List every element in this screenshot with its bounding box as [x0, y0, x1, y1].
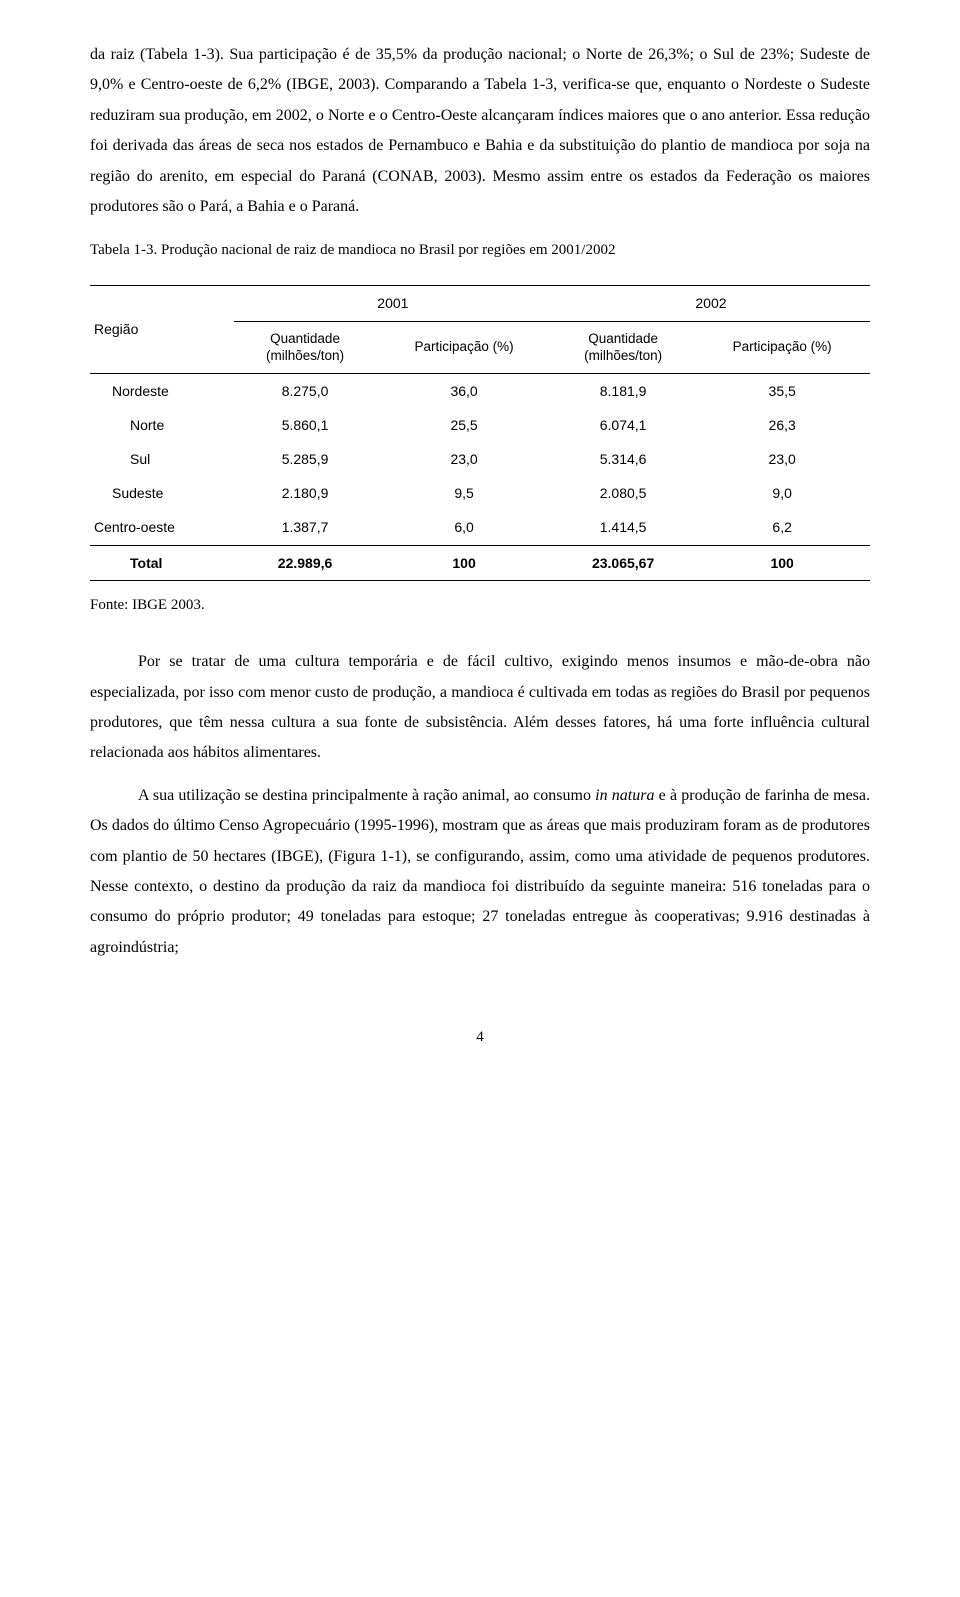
cell-q2-total: 23.065,67: [552, 545, 694, 580]
cell-q2: 1.414,5: [552, 510, 694, 545]
cell-regiao-total: Total: [90, 545, 234, 580]
table-row-total: Total 22.989,6 100 23.065,67 100: [90, 545, 870, 580]
table-caption: Tabela 1-3. Produção nacional de raiz de…: [90, 240, 870, 261]
cell-p2: 35,5: [694, 373, 870, 408]
cell-q2: 5.314,6: [552, 442, 694, 476]
cell-regiao: Norte: [90, 408, 234, 442]
col-header-qty-2002: Quantidade(milhões/ton): [552, 321, 694, 373]
body-paragraph-2: Por se tratar de uma cultura temporária …: [90, 647, 870, 769]
cell-p2-total: 100: [694, 545, 870, 580]
col-header-regiao: Região: [90, 286, 234, 373]
cell-q1: 5.860,1: [234, 408, 376, 442]
cell-regiao: Sudeste: [90, 476, 234, 510]
page-number: 4: [90, 1023, 870, 1052]
cell-p2: 26,3: [694, 408, 870, 442]
cell-q1: 8.275,0: [234, 373, 376, 408]
col-header-qty-2001: Quantidade(milhões/ton): [234, 321, 376, 373]
cell-p1: 25,5: [376, 408, 552, 442]
col-header-part-2002: Participação (%): [694, 321, 870, 373]
table-source: Fonte: IBGE 2003.: [90, 591, 870, 620]
cell-q1: 5.285,9: [234, 442, 376, 476]
production-table-wrapper: Região 2001 2002 Quantidade(milhões/ton)…: [90, 285, 870, 580]
cell-p2: 6,2: [694, 510, 870, 545]
cell-q1: 2.180,9: [234, 476, 376, 510]
cell-p1: 36,0: [376, 373, 552, 408]
table-row: Norte5.860,125,56.074,126,3: [90, 408, 870, 442]
cell-q1-total: 22.989,6: [234, 545, 376, 580]
cell-p1-total: 100: [376, 545, 552, 580]
table-row: Centro-oeste1.387,76,01.414,56,2: [90, 510, 870, 545]
cell-p2: 23,0: [694, 442, 870, 476]
table-row: Sudeste2.180,99,52.080,59,0: [90, 476, 870, 510]
col-header-part-2001: Participação (%): [376, 321, 552, 373]
cell-regiao: Centro-oeste: [90, 510, 234, 545]
col-header-2001: 2001: [234, 286, 552, 321]
cell-q1: 1.387,7: [234, 510, 376, 545]
body-paragraph-1: da raiz (Tabela 1-3). Sua participação é…: [90, 40, 870, 222]
production-table: Região 2001 2002 Quantidade(milhões/ton)…: [90, 285, 870, 580]
cell-q2: 2.080,5: [552, 476, 694, 510]
table-row: Nordeste8.275,036,08.181,935,5: [90, 373, 870, 408]
cell-p1: 9,5: [376, 476, 552, 510]
table-row: Sul5.285,923,05.314,623,0: [90, 442, 870, 476]
cell-p2: 9,0: [694, 476, 870, 510]
cell-q2: 8.181,9: [552, 373, 694, 408]
cell-p1: 23,0: [376, 442, 552, 476]
cell-regiao: Sul: [90, 442, 234, 476]
body-paragraph-3: A sua utilização se destina principalmen…: [90, 781, 870, 963]
cell-q2: 6.074,1: [552, 408, 694, 442]
col-header-2002: 2002: [552, 286, 870, 321]
cell-regiao: Nordeste: [90, 373, 234, 408]
cell-p1: 6,0: [376, 510, 552, 545]
